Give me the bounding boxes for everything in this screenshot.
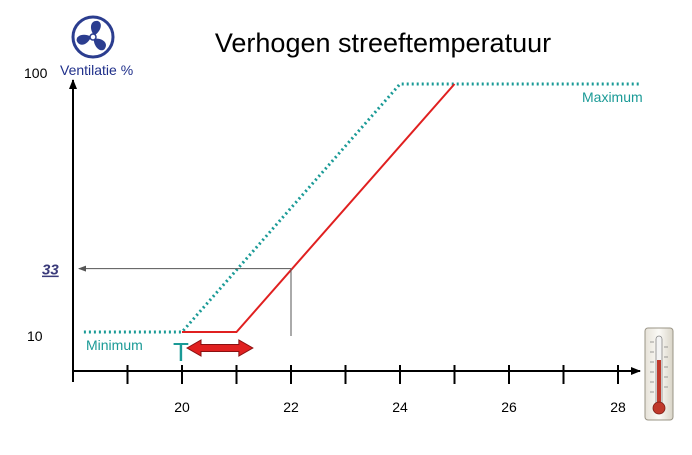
x-tick-label: 28 [610, 399, 626, 415]
setpoint-marker: T [173, 337, 189, 367]
y-tick-label-100: 100 [24, 65, 48, 81]
x-tick-label: 20 [174, 399, 190, 415]
setpoint-shift-arrow [185, 339, 254, 357]
x-tick-label: 22 [283, 399, 299, 415]
thermometer-icon [644, 327, 674, 421]
x-tick-label: 26 [501, 399, 517, 415]
x-ticks: 20 22 24 26 28 [126, 365, 626, 415]
shifted-ventilation-line [182, 83, 456, 333]
max-min-band-dotted-line [83, 82, 640, 334]
readout-value-label: 33 [42, 262, 59, 279]
maximum-label: Maximum [582, 89, 643, 105]
fan-icon [71, 15, 115, 59]
y-axis-label: Ventilatie % [60, 62, 133, 78]
minimum-label: Minimum [86, 337, 143, 353]
x-tick-label: 24 [392, 399, 408, 415]
chart-title: Verhogen streeftemperatuur [215, 28, 551, 58]
y-tick-label-10: 10 [27, 328, 43, 344]
